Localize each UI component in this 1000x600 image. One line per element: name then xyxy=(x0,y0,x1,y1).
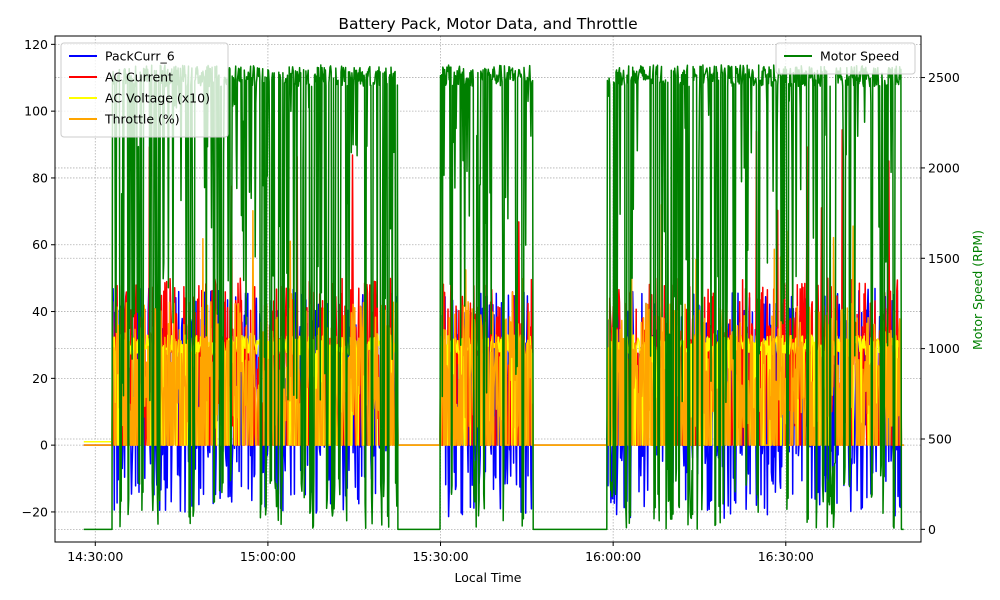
y-right-tick-label: 0 xyxy=(928,522,936,537)
legend-label: Motor Speed xyxy=(820,49,899,64)
y-right-tick-label: 500 xyxy=(928,431,952,446)
legend-box xyxy=(775,42,916,75)
x-tick-label: 16:30:00 xyxy=(758,549,814,564)
y-left-tick-label: 80 xyxy=(32,170,48,185)
y-left-tick-label: 120 xyxy=(24,37,48,52)
y-right-tick-label: 2500 xyxy=(928,70,960,85)
y-right-tick-label: 1500 xyxy=(928,251,960,266)
plot-frame xyxy=(54,35,922,543)
x-tick-label: 15:30:00 xyxy=(412,549,468,564)
x-axis-title: Local Time xyxy=(455,570,522,585)
y-left-tick-label: 100 xyxy=(24,104,48,119)
legend-left: PackCurr_6 AC Current AC Voltage (x10) Thro… xyxy=(60,42,229,138)
ticks: 14:30:00 15:00:00 15:30:00 16:00:00 16:30:00… xyxy=(22,37,960,564)
y-right-tick-label: 2000 xyxy=(928,160,960,175)
legend-box xyxy=(60,42,229,138)
legend-label: Throttle (%) xyxy=(104,112,180,127)
legend-label: AC Current xyxy=(105,70,173,85)
y-left-tick-label: 40 xyxy=(32,304,48,319)
y-left-tick-label: 20 xyxy=(32,371,48,386)
legend-right: Motor Speed xyxy=(775,42,916,75)
y-left-tick-label: −20 xyxy=(22,504,48,519)
series-line-motor-speed xyxy=(83,64,904,531)
legend-label: PackCurr_6 xyxy=(105,49,175,64)
legend-label: AC Voltage (x10) xyxy=(105,91,210,106)
x-tick-label: 15:00:00 xyxy=(240,549,296,564)
y-right-tick-label: 1000 xyxy=(928,341,960,356)
right-axis-title: Motor Speed (RPM) xyxy=(970,230,985,350)
x-tick-label: 16:00:00 xyxy=(585,549,641,564)
series-layer xyxy=(83,64,904,531)
y-left-tick-label: 60 xyxy=(32,237,48,252)
x-tick-label: 14:30:00 xyxy=(67,549,123,564)
y-left-tick-label: 0 xyxy=(40,438,48,453)
chart-title: Battery Pack, Motor Data, and Throttle xyxy=(338,15,637,33)
